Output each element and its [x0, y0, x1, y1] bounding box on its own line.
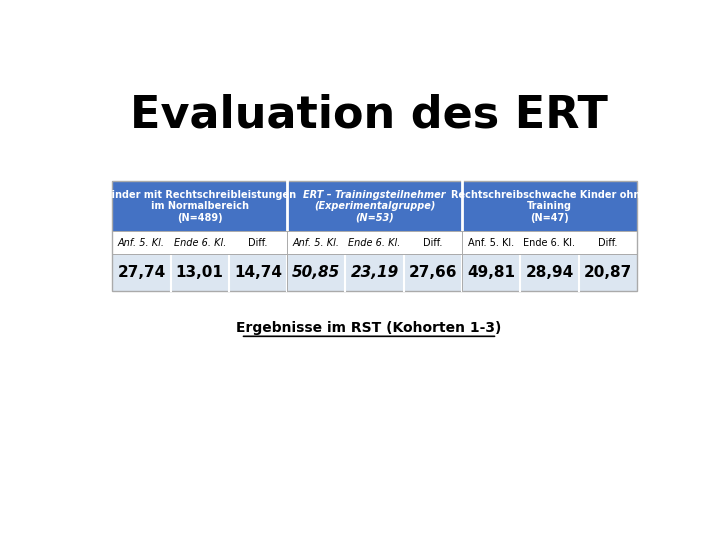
- Text: 23,19: 23,19: [351, 265, 399, 280]
- Bar: [521, 231, 579, 254]
- Text: Diff.: Diff.: [423, 238, 443, 247]
- Text: Anf. 5. Kl.: Anf. 5. Kl.: [293, 238, 340, 247]
- Bar: [521, 254, 579, 292]
- Text: Ende 6. Kl.: Ende 6. Kl.: [348, 238, 401, 247]
- Bar: [287, 254, 346, 292]
- Bar: [462, 231, 521, 254]
- Bar: [579, 254, 636, 292]
- Bar: [287, 231, 346, 254]
- Text: 27,66: 27,66: [409, 265, 457, 280]
- Bar: [346, 254, 404, 292]
- Text: 50,85: 50,85: [292, 265, 341, 280]
- Bar: [171, 231, 229, 254]
- Bar: [112, 254, 171, 292]
- Text: 49,81: 49,81: [467, 265, 515, 280]
- Bar: [229, 231, 287, 254]
- Bar: [112, 231, 171, 254]
- Text: Anf. 5. Kl.: Anf. 5. Kl.: [468, 238, 514, 247]
- Text: 13,01: 13,01: [176, 265, 224, 280]
- Text: 28,94: 28,94: [526, 265, 574, 280]
- Bar: [579, 231, 636, 254]
- Text: 14,74: 14,74: [234, 265, 282, 280]
- Text: ERT – Trainingsteilnehmer
(Experimentalgruppe)
(N=53): ERT – Trainingsteilnehmer (Experimentalg…: [303, 190, 446, 223]
- Bar: [404, 231, 462, 254]
- Text: Evaluation des ERT: Evaluation des ERT: [130, 94, 608, 137]
- Bar: [462, 254, 521, 292]
- Text: 27,74: 27,74: [117, 265, 166, 280]
- Text: Ende 6. Kl.: Ende 6. Kl.: [174, 238, 226, 247]
- Text: 20,87: 20,87: [584, 265, 632, 280]
- Text: Anf. 5. Kl.: Anf. 5. Kl.: [118, 238, 165, 247]
- Bar: [229, 254, 287, 292]
- Bar: [404, 254, 462, 292]
- Text: Rechtschreibschwache Kinder ohne
Training
(N=47): Rechtschreibschwache Kinder ohne Trainin…: [451, 190, 647, 223]
- Text: Ergebnisse im RST (Kohorten 1-3): Ergebnisse im RST (Kohorten 1-3): [236, 321, 502, 334]
- Text: Kinder mit Rechtschreibleistungen
im Normalbereich
(N=489): Kinder mit Rechtschreibleistungen im Nor…: [104, 190, 296, 223]
- Text: Ende 6. Kl.: Ende 6. Kl.: [523, 238, 575, 247]
- Bar: [171, 254, 229, 292]
- Text: Diff.: Diff.: [598, 238, 617, 247]
- Text: Diff.: Diff.: [248, 238, 268, 247]
- Bar: [346, 231, 404, 254]
